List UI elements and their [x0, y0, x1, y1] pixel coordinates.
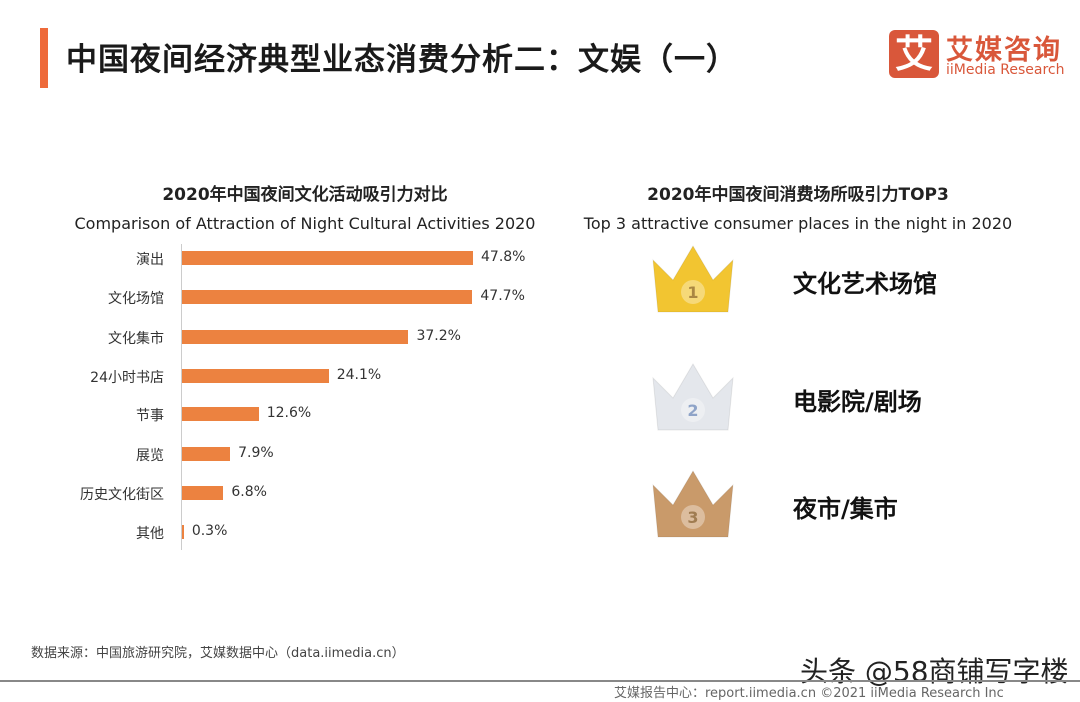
value-label: 47.7%: [480, 288, 525, 304]
logo-subtext: iiMedia Research: [946, 62, 1065, 78]
category-label: 文化场馆: [108, 291, 164, 307]
footer-report: 艾媒报告中心：report.iimedia.cn ©2021 iiMedia R…: [614, 686, 1004, 701]
category-label: 其他: [136, 526, 164, 542]
category-label: 文化集市: [108, 331, 164, 347]
value-label: 37.2%: [416, 328, 461, 344]
place-label: 文化艺术场馆: [793, 270, 937, 298]
bar: [182, 525, 184, 539]
crown-rank-2-icon: 2: [652, 363, 734, 431]
crown-rank-3-icon: 3: [652, 470, 734, 538]
top3-title: 2020年中国夜间消费场所吸引力TOP3: [647, 185, 949, 205]
chart-axis: [181, 244, 182, 550]
value-label: 12.6%: [266, 405, 312, 421]
value-label: 0.3%: [191, 523, 228, 539]
category-label: 24小时书店: [90, 370, 164, 386]
rank-number: 1: [687, 283, 698, 302]
rank-number: 2: [687, 401, 698, 420]
category-label: 节事: [136, 408, 164, 424]
bar: [182, 251, 473, 265]
logo-text: 艾媒咨询: [946, 35, 1062, 66]
bar: [182, 486, 224, 500]
footer-divider: [0, 680, 1080, 682]
value-label: 47.8%: [481, 249, 526, 265]
chart-subtitle: Comparison of Attraction of Night Cultur…: [74, 214, 536, 233]
bar: [182, 447, 231, 461]
rank-number: 3: [687, 508, 698, 527]
logo-icon: 艾: [889, 30, 939, 78]
bar: [182, 407, 259, 421]
watermark: 头条 @58商铺写字楼: [800, 655, 1069, 688]
crown-rank-1-icon: 1: [652, 245, 734, 313]
top3-subtitle: Top 3 attractive consumer places in the …: [583, 214, 1013, 233]
value-label: 24.1%: [336, 367, 382, 383]
bar: [182, 369, 329, 383]
category-label: 展览: [136, 448, 164, 464]
chart-title: 2020年中国夜间文化活动吸引力对比: [162, 185, 448, 205]
value-label: 7.9%: [238, 445, 274, 461]
place-label: 夜市/集市: [793, 495, 898, 523]
page-title: 中国夜间经济典型业态消费分析二：文娱（一）: [66, 42, 738, 78]
value-label: 6.8%: [231, 484, 267, 500]
category-label: 历史文化街区: [80, 487, 164, 503]
category-label: 演出: [136, 252, 164, 268]
bar: [182, 330, 409, 344]
title-accent-bar: [40, 28, 48, 88]
data-source: 数据来源：中国旅游研究院，艾媒数据中心（data.iimedia.cn）: [31, 646, 405, 661]
bar: [182, 290, 473, 304]
place-label: 电影院/剧场: [793, 388, 922, 416]
